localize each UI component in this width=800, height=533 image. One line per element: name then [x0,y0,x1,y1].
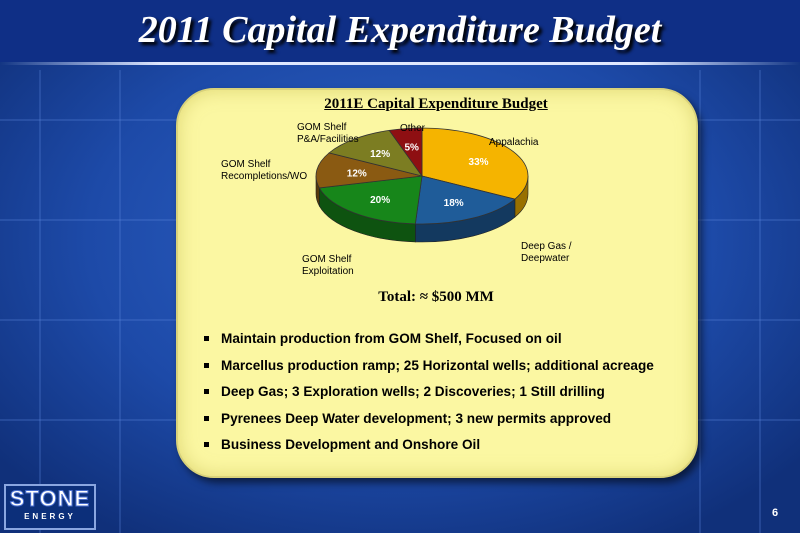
pie-value-label-4: 12% [370,149,390,160]
label-other: Other [400,123,426,134]
pie-slice-4 [328,129,423,177]
logo-subtitle: ENERGY [24,512,76,521]
chart-title: 2011E Capital Expenditure Budget [176,96,696,113]
pie-value-label-5: 5% [404,143,419,154]
label-deep-gas-line2: Deepwater [521,253,570,264]
label-deep-gas-line1: Deep Gas / [521,241,572,252]
bullet-item: Maintain production from GOM Shelf, Focu… [202,330,654,357]
label-exploitation-line2: Exploitation [302,266,354,277]
chart-title-text: 2011E Capital Expenditure Budget [324,96,548,112]
bullet-text: Pyrenees Deep Water development; 3 new p… [221,410,612,426]
bullet-square-icon [204,336,209,341]
bullet-text: Marcellus production ramp; 25 Horizontal… [221,357,654,373]
pie-value-label-2: 20% [370,195,390,206]
bullet-text: Business Development and Onshore Oil [221,437,481,452]
pie-chart: 33% 18% 20% 12%12% 5% [315,127,529,243]
pie-slice-1 [414,175,516,225]
slide-title: 2011 Capital Expenditure Budget [138,9,662,51]
bullet-item: Business Development and Onshore Oil [202,436,654,463]
bullet-list: Maintain production from GOM Shelf, Focu… [202,330,654,463]
bullet-item: Pyrenees Deep Water development; 3 new p… [202,410,654,437]
pie-slice-0 [421,127,529,200]
bullet-text: Deep Gas; 3 Exploration wells; 2 Discove… [221,384,605,399]
label-recompletions-line2: Recompletions/WO [221,171,308,182]
label-recompletions-line1: GOM Shelf [221,159,271,170]
company-logo: STONE ENERGY [4,484,96,530]
pie-slice-2 [318,175,423,225]
label-appalachia: Appalachia [489,137,539,148]
label-exploitation-line1: GOM Shelf [302,254,352,265]
bullet-item: Marcellus production ramp; 25 Horizontal… [202,357,654,384]
bullet-square-icon [204,415,209,421]
logo-wordmark: STONE [9,486,91,512]
total-budget: Total: ≈ $500 MM [378,289,494,305]
pie-slice-3 [315,152,423,189]
title-divider [0,62,800,65]
bullet-text: Maintain production from GOM Shelf, Focu… [221,331,562,346]
pie-slice-5 [388,127,423,178]
label-pa-facilities-line2: P&A/Facilities [297,134,359,145]
pie-value-label-0: 33% [469,157,489,168]
bullet-item: Deep Gas; 3 Exploration wells; 2 Discove… [202,383,654,410]
pie-value-label-1: 18% [444,198,464,209]
bullet-square-icon [204,442,209,447]
pie-value-label-3: 12% [347,168,367,179]
bullet-square-icon [204,389,209,394]
bullet-square-icon [204,362,209,368]
label-pa-facilities-line1: GOM Shelf [297,122,347,133]
page-number: 6 [772,507,779,519]
